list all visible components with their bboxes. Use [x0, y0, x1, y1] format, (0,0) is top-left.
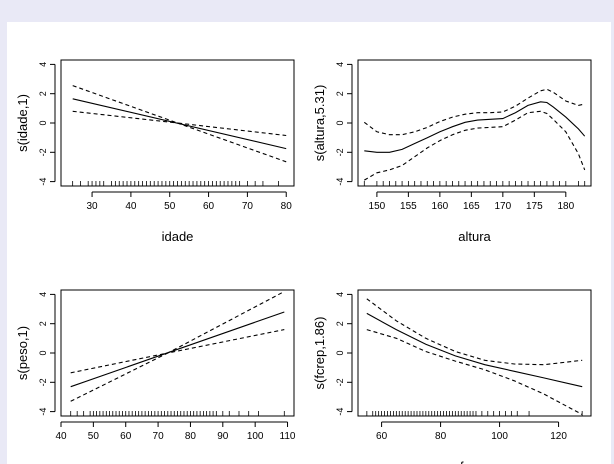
x-tick-label: 40 [55, 431, 67, 442]
x-tick-label: 170 [494, 201, 511, 212]
x-axis-title: peso [163, 459, 191, 464]
smooth-panel-1: 30 40 50 60 70 80 -4 -2 0 2 4 idade s(idade,1) [15, 59, 295, 244]
x-tick-label: 40 [125, 201, 137, 212]
y-tick-label: -4 [38, 178, 48, 186]
smooth-lower-line [364, 110, 586, 181]
y-axis-title: s(fcrep,1.86) [312, 317, 327, 390]
y-tick-label: 0 [38, 350, 48, 355]
x-tick-label: 165 [463, 201, 480, 212]
y-axis-title: s(altura,5.31) [312, 85, 327, 162]
x-tick-label: 155 [400, 201, 417, 212]
smooth-upper-line [366, 298, 583, 366]
plot-frame [60, 289, 295, 417]
y-tick-label: -2 [335, 378, 345, 386]
y-tick-label: -2 [335, 148, 345, 156]
y-tick-label: 4 [335, 62, 345, 67]
y-tick-label: 0 [335, 120, 345, 125]
y-tick-label: 0 [38, 120, 48, 125]
smooth-estimate-line [366, 312, 583, 388]
y-tick-label: 4 [335, 292, 345, 297]
x-tick-label: 50 [164, 201, 176, 212]
smooth-estimate-line [70, 311, 285, 388]
y-tick-label: 2 [335, 91, 345, 96]
x-tick-label: 30 [87, 201, 99, 212]
y-tick-label: -4 [335, 408, 345, 416]
y-axis-title: s(idade,1) [15, 94, 30, 152]
x-tick-label: 180 [557, 201, 574, 212]
x-tick-label: 110 [280, 431, 296, 442]
smooth-lower-line [70, 329, 285, 402]
y-tick-label: -4 [335, 178, 345, 186]
x-tick-label: 60 [376, 431, 388, 442]
y-tick-label: 4 [38, 292, 48, 297]
x-tick-label: 70 [153, 431, 165, 442]
x-tick-label: 120 [550, 431, 567, 442]
y-tick-label: -4 [38, 408, 48, 416]
y-tick-label: 2 [38, 91, 48, 96]
x-tick-label: 175 [526, 201, 543, 212]
x-tick-label: 70 [242, 201, 254, 212]
y-tick-label: 2 [38, 321, 48, 326]
smooth-upper-line [72, 85, 287, 137]
smooth-estimate-line [364, 101, 586, 153]
x-tick-label: 80 [435, 431, 447, 442]
smooth-lower-line [72, 110, 287, 163]
x-axis-title: fcrep [460, 459, 489, 464]
x-tick-label: 80 [185, 431, 197, 442]
x-tick-label: 60 [120, 431, 132, 442]
y-axis-title: s(peso,1) [15, 326, 30, 380]
x-tick-label: 150 [369, 201, 386, 212]
smooth-upper-line [70, 291, 285, 374]
y-tick-label: -2 [38, 148, 48, 156]
x-tick-label: 80 [281, 201, 293, 212]
x-tick-label: 60 [203, 201, 215, 212]
y-tick-label: 2 [335, 321, 345, 326]
smooth-lower-line [366, 329, 583, 415]
plot-frame [357, 289, 592, 417]
smooth-panel-4: 60 80 100 120 -4 -2 0 2 4 fcrep s(fcrep,1.86) [312, 289, 592, 464]
smooth-panel-2: 150 155 160 165 170 175 180 -4 -2 0 2 4 altura s(altu… [312, 59, 592, 244]
x-tick-label: 100 [247, 431, 264, 442]
y-tick-label: -2 [38, 378, 48, 386]
plot-frame [357, 59, 592, 187]
y-tick-label: 4 [38, 62, 48, 67]
smooth-upper-line [363, 88, 585, 136]
smooth-panel-3: 40 50 60 70 80 90 100 110 -4 -2 0 2 4 peso s(peso,1) [15, 289, 296, 464]
x-tick-label: 160 [432, 201, 449, 212]
x-tick-label: 90 [217, 431, 229, 442]
x-tick-label: 100 [491, 431, 508, 442]
y-tick-label: 0 [335, 350, 345, 355]
x-tick-label: 50 [88, 431, 100, 442]
plot-page: 30 40 50 60 70 80 -4 -2 0 2 4 idade s(idade,1) 150 155… [7, 22, 611, 464]
x-axis-title: altura [458, 229, 491, 244]
x-axis-title: idade [162, 229, 194, 244]
